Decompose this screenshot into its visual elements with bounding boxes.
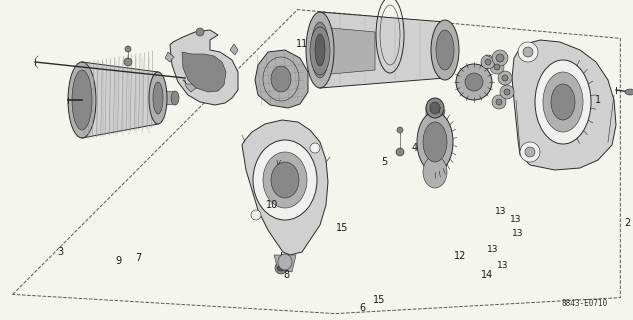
Polygon shape xyxy=(183,80,196,92)
Ellipse shape xyxy=(306,12,334,88)
Polygon shape xyxy=(242,120,328,255)
Ellipse shape xyxy=(431,20,459,80)
Ellipse shape xyxy=(465,73,483,91)
Ellipse shape xyxy=(149,72,167,124)
Ellipse shape xyxy=(278,254,292,270)
Polygon shape xyxy=(82,62,158,138)
Text: 13: 13 xyxy=(497,260,508,269)
Text: 3: 3 xyxy=(57,247,63,257)
Ellipse shape xyxy=(72,70,92,130)
Ellipse shape xyxy=(423,156,447,188)
Ellipse shape xyxy=(500,85,514,99)
Polygon shape xyxy=(512,40,616,170)
Polygon shape xyxy=(182,52,226,92)
Ellipse shape xyxy=(436,30,454,70)
Ellipse shape xyxy=(535,60,591,144)
Polygon shape xyxy=(165,52,174,62)
Text: 2: 2 xyxy=(624,218,630,228)
Ellipse shape xyxy=(397,127,403,133)
Ellipse shape xyxy=(520,142,540,162)
Ellipse shape xyxy=(196,28,204,36)
Polygon shape xyxy=(274,255,296,272)
Text: 5: 5 xyxy=(381,157,387,167)
Ellipse shape xyxy=(504,89,510,95)
Ellipse shape xyxy=(494,64,500,70)
Text: 13: 13 xyxy=(512,229,523,238)
Ellipse shape xyxy=(271,162,299,198)
Ellipse shape xyxy=(68,62,96,138)
Ellipse shape xyxy=(625,89,633,95)
Text: 13: 13 xyxy=(487,245,499,254)
Text: 1: 1 xyxy=(595,95,601,105)
Ellipse shape xyxy=(263,152,307,208)
Ellipse shape xyxy=(525,147,535,157)
Ellipse shape xyxy=(396,148,404,156)
Polygon shape xyxy=(255,50,308,108)
Text: 8843-E0710: 8843-E0710 xyxy=(561,299,608,308)
Text: V: V xyxy=(275,160,280,166)
Text: 8: 8 xyxy=(283,270,289,280)
Ellipse shape xyxy=(551,84,575,120)
Ellipse shape xyxy=(315,34,325,66)
Ellipse shape xyxy=(496,54,504,62)
Ellipse shape xyxy=(311,22,329,78)
Ellipse shape xyxy=(430,102,440,114)
Polygon shape xyxy=(320,12,445,88)
Text: 6: 6 xyxy=(359,303,365,313)
Text: 7: 7 xyxy=(135,253,141,263)
Text: 15: 15 xyxy=(336,223,348,233)
Ellipse shape xyxy=(423,122,447,162)
Ellipse shape xyxy=(502,75,508,81)
Ellipse shape xyxy=(498,71,512,85)
Ellipse shape xyxy=(492,50,508,66)
Ellipse shape xyxy=(485,59,491,65)
Text: 14: 14 xyxy=(481,270,493,280)
Ellipse shape xyxy=(253,140,317,220)
Text: 13: 13 xyxy=(510,215,522,225)
Ellipse shape xyxy=(523,47,533,57)
Ellipse shape xyxy=(171,91,179,105)
Ellipse shape xyxy=(251,210,261,220)
Text: 4: 4 xyxy=(412,143,418,153)
Text: 11: 11 xyxy=(296,39,308,49)
Ellipse shape xyxy=(417,112,453,172)
Text: 13: 13 xyxy=(495,207,506,217)
Ellipse shape xyxy=(278,265,284,271)
Ellipse shape xyxy=(125,46,131,52)
Ellipse shape xyxy=(426,98,444,118)
Ellipse shape xyxy=(271,66,291,92)
Text: 10: 10 xyxy=(266,200,278,210)
Polygon shape xyxy=(320,27,375,75)
Ellipse shape xyxy=(481,55,495,69)
Ellipse shape xyxy=(124,58,132,66)
Text: 15: 15 xyxy=(373,295,385,305)
Polygon shape xyxy=(230,44,238,55)
Ellipse shape xyxy=(275,262,287,274)
Ellipse shape xyxy=(310,143,320,153)
Ellipse shape xyxy=(543,72,583,132)
Polygon shape xyxy=(426,107,444,144)
Ellipse shape xyxy=(310,27,330,75)
Ellipse shape xyxy=(490,60,504,74)
Ellipse shape xyxy=(518,42,538,62)
Text: 12: 12 xyxy=(454,251,466,261)
Polygon shape xyxy=(170,30,238,105)
Ellipse shape xyxy=(492,95,506,109)
Ellipse shape xyxy=(496,99,502,105)
Text: 9: 9 xyxy=(115,256,121,266)
Ellipse shape xyxy=(456,64,492,100)
Ellipse shape xyxy=(153,82,163,114)
Polygon shape xyxy=(158,90,175,106)
